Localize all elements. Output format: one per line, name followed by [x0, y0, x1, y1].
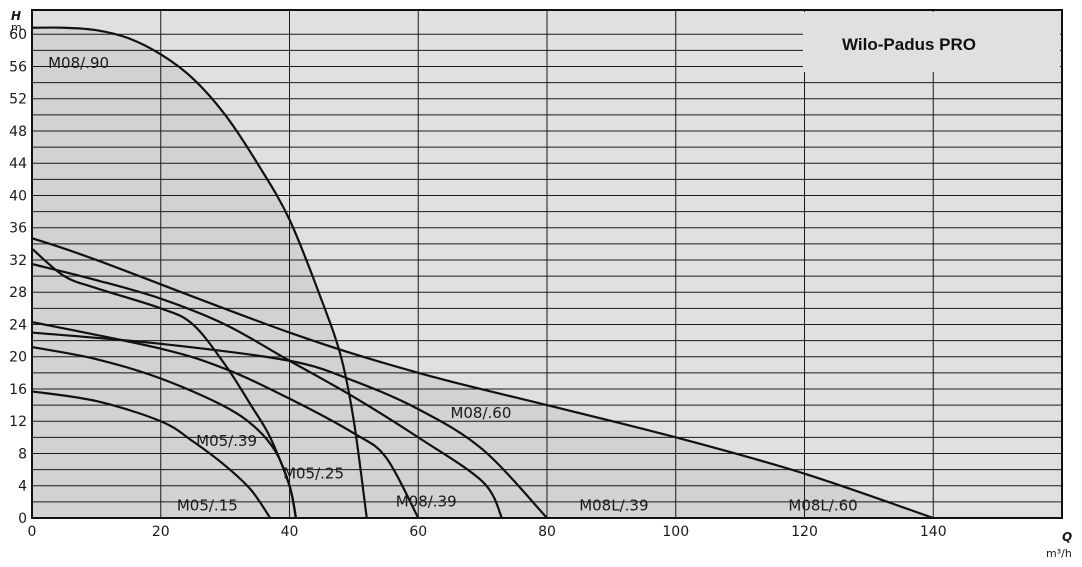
y-tick-label: 0: [18, 511, 27, 527]
y-tick-label: 40: [9, 188, 27, 204]
x-tick-label: 40: [281, 524, 299, 540]
x-tick-label: 80: [538, 524, 556, 540]
curve-M08L/.60: [31, 237, 934, 520]
x-tick-label: 140: [920, 524, 947, 540]
curve-M08/.90: [31, 26, 368, 519]
curve-M05/.39: [31, 247, 298, 519]
y-tick-label: 32: [9, 253, 27, 269]
x-axis-symbol: Q: [1062, 530, 1072, 544]
curve-M08/.39: [31, 320, 420, 519]
curve-label: M05/.39: [196, 432, 257, 450]
curve-label: M08L/.39: [579, 497, 648, 515]
curve-label: M05/.15: [177, 497, 238, 515]
y-tick-label: 52: [9, 92, 27, 108]
title-box: [803, 12, 1060, 72]
y-axis-unit: m: [11, 21, 22, 34]
curve-label: M08/.60: [450, 404, 511, 422]
curve-M08/.60: [31, 262, 503, 519]
chart-title: Wilo-Padus PRO: [842, 35, 976, 54]
y-tick-label: 56: [9, 59, 27, 75]
y-tick-label: 36: [9, 221, 27, 237]
y-tick-label: 4: [18, 479, 27, 495]
x-tick-label: 120: [791, 524, 818, 540]
y-tick-label: 44: [9, 156, 27, 172]
x-tick-label: 20: [152, 524, 170, 540]
x-tick-label: 0: [28, 524, 37, 540]
y-axis-symbol: H: [11, 9, 21, 23]
y-tick-label: 16: [9, 382, 27, 398]
curve-labels: M08/.90 M05/.39 M05/.25 M05/.15 M08/.39 M08/.…: [48, 54, 858, 515]
y-tick-label: 28: [9, 285, 27, 301]
y-tick-label: 8: [18, 446, 27, 462]
y-tick-label: 24: [9, 317, 27, 333]
y-tick-label: 20: [9, 350, 27, 366]
curve-label: M08/.39: [396, 493, 457, 511]
x-tick-label: 60: [409, 524, 427, 540]
curve-label: M08L/.60: [788, 497, 857, 515]
x-tick-label: 100: [662, 524, 689, 540]
y-tick-label: 12: [9, 414, 27, 430]
y-tick-label: 60: [9, 27, 27, 43]
y-tick-label: 48: [9, 124, 27, 140]
plot-frame: [31, 9, 1063, 519]
curves: [31, 26, 934, 520]
curve-M05/.15: [31, 390, 272, 519]
curve-label: M05/.25: [283, 464, 344, 482]
x-axis-unit: m³/h: [1046, 547, 1072, 560]
curve-label: M08/.90: [48, 54, 109, 72]
x-axis-ticks: 0 20 40 60 80 100 120 140: [28, 524, 947, 540]
curve-M08L/.39: [31, 331, 548, 519]
grid-overlay: [32, 10, 1062, 518]
